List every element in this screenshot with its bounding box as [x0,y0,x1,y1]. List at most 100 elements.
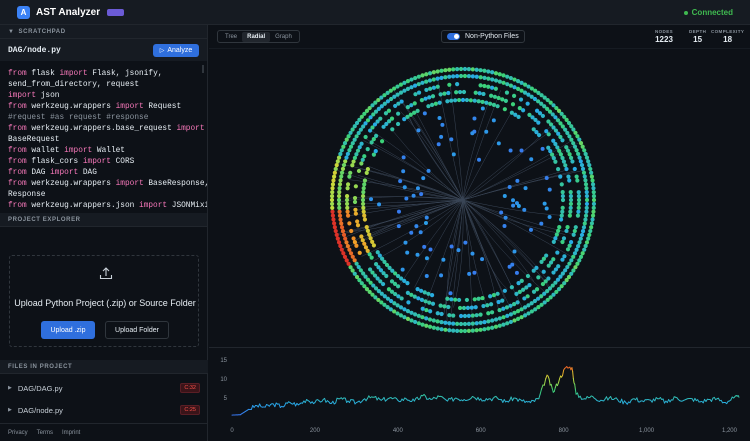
graph-node[interactable] [456,248,461,253]
graph-node[interactable] [405,281,410,286]
graph-node[interactable] [522,296,527,301]
graph-node[interactable] [560,138,565,143]
graph-node[interactable] [470,74,475,79]
graph-node[interactable] [497,307,502,313]
graph-node[interactable] [473,90,478,95]
graph-node[interactable] [431,325,436,330]
graph-node[interactable] [472,116,477,121]
graph-node[interactable] [395,111,401,116]
graph-node[interactable] [480,295,485,301]
graph-node[interactable] [337,209,342,214]
graph-node[interactable] [451,328,456,333]
graph-node[interactable] [482,327,487,332]
graph-node[interactable] [568,155,574,160]
graph-node[interactable] [447,74,452,79]
graph-node[interactable] [537,111,543,116]
graph-node[interactable] [408,112,413,117]
graph-node[interactable] [430,301,436,306]
graph-node[interactable] [551,270,556,275]
graph-node[interactable] [486,69,491,74]
graph-node[interactable] [445,99,450,104]
graph-node[interactable] [350,254,355,259]
graph-node[interactable] [377,253,382,258]
graph-node[interactable] [522,207,527,212]
graph-node[interactable] [371,283,376,288]
graph-node[interactable] [515,79,521,84]
graph-node[interactable] [482,320,487,325]
graph-node[interactable] [563,127,568,132]
graph-node[interactable] [563,268,568,273]
graph-node[interactable] [462,328,468,334]
graph-node[interactable] [540,146,545,151]
graph-node[interactable] [390,127,395,132]
graph-node[interactable] [362,217,368,222]
graph-node[interactable] [560,155,565,161]
graph-node[interactable] [515,178,520,183]
graph-node[interactable] [333,166,338,172]
graph-node[interactable] [395,121,401,127]
graph-node[interactable] [555,118,561,123]
graph-node[interactable] [501,306,506,311]
graph-node[interactable] [424,307,429,313]
graph-node[interactable] [440,122,445,127]
graph-node[interactable] [344,155,349,160]
graph-node[interactable] [470,131,475,136]
graph-node[interactable] [415,186,420,191]
graph-node[interactable] [371,152,376,157]
code-scrollbar[interactable] [202,65,204,73]
graph-node[interactable] [580,144,585,149]
graph-node[interactable] [365,277,371,282]
graph-node[interactable] [474,328,479,333]
graph-node[interactable] [559,284,564,289]
graph-node[interactable] [367,289,372,295]
graph-node[interactable] [379,300,384,305]
graph-node[interactable] [442,304,447,309]
graph-node[interactable] [428,86,433,91]
graph-node[interactable] [365,147,370,152]
graph-node[interactable] [451,74,456,79]
graph-node[interactable] [515,300,520,305]
graph-node[interactable] [379,95,384,100]
graph-node[interactable] [529,301,534,306]
graph-node[interactable] [493,71,499,76]
graph-node[interactable] [548,149,553,154]
graph-node[interactable] [560,197,566,203]
graph-node[interactable] [388,88,393,93]
graph-node[interactable] [438,303,443,308]
graph-node[interactable] [382,101,387,106]
graph-node[interactable] [583,151,588,157]
graph-node[interactable] [467,271,472,276]
graph-node[interactable] [539,93,544,98]
graph-node[interactable] [372,122,378,127]
graph-node[interactable] [405,79,411,84]
graph-node[interactable] [451,321,456,326]
graph-node[interactable] [351,159,356,164]
graph-node[interactable] [589,174,594,179]
graph-node[interactable] [545,297,550,303]
graph-node[interactable] [443,75,448,80]
graph-node[interactable] [416,74,421,79]
graph-node[interactable] [553,115,558,120]
files-header[interactable]: FILES IN PROJECT [0,360,208,374]
graph-node[interactable] [436,142,441,147]
graph-node[interactable] [359,141,364,146]
graph-node[interactable] [339,148,344,153]
graph-node[interactable] [493,78,499,83]
graph-node[interactable] [474,67,479,72]
graph-node[interactable] [571,127,576,132]
graph-node[interactable] [416,296,421,301]
graph-node[interactable] [545,288,550,294]
graph-node[interactable] [373,133,379,138]
graph-node[interactable] [534,265,539,270]
graph-node[interactable] [557,148,562,153]
graph-node[interactable] [426,168,431,173]
graph-node[interactable] [572,166,577,172]
graph-node[interactable] [392,86,397,91]
radial-tree-graph[interactable] [209,49,750,347]
graph-node[interactable] [510,262,515,267]
graph-node[interactable] [447,328,452,333]
graph-node[interactable] [347,247,352,252]
graph-node[interactable] [565,225,570,230]
graph-node[interactable] [348,251,354,256]
graph-node[interactable] [446,304,451,310]
